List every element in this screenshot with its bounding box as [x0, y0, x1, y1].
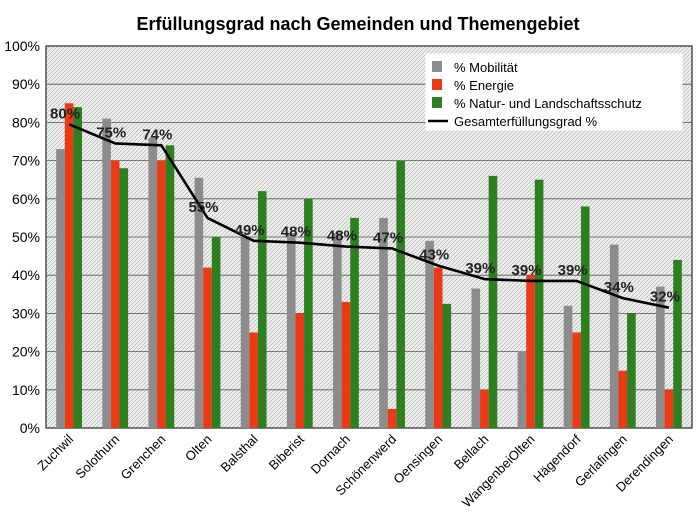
bar — [295, 313, 305, 428]
data-label: 39% — [558, 262, 588, 279]
y-tick-label: 40% — [12, 267, 40, 283]
bar — [627, 313, 636, 428]
data-label: 55% — [188, 199, 218, 216]
bar — [286, 233, 296, 428]
bar — [341, 301, 351, 428]
y-tick-label: 80% — [12, 114, 40, 130]
bar — [480, 389, 489, 428]
data-label: 47% — [373, 229, 403, 246]
bar — [64, 103, 74, 429]
category-label: Oensingen — [390, 432, 445, 487]
category-label: Grenchen — [118, 432, 169, 483]
y-tick-label: 60% — [12, 191, 40, 207]
chart-title: Erfüllungsgrad nach Gemeinden und Themen… — [136, 14, 579, 34]
bar — [350, 217, 359, 428]
bar — [203, 267, 212, 428]
data-label: 34% — [604, 279, 634, 296]
y-tick-label: 20% — [12, 344, 40, 360]
bar — [333, 233, 342, 428]
y-tick-label: 10% — [12, 382, 40, 398]
bar — [249, 332, 258, 428]
category-label: Biberist — [266, 431, 308, 473]
bar — [618, 370, 628, 428]
bar — [165, 145, 175, 428]
bar — [534, 179, 544, 428]
category-label: Zuchwil — [34, 431, 76, 473]
category-label: Balsthal — [217, 431, 260, 474]
bar — [425, 240, 434, 428]
bar — [240, 237, 250, 428]
y-tick-label: 30% — [12, 305, 40, 321]
bar — [609, 244, 619, 428]
bar — [157, 160, 166, 428]
y-tick-label: 50% — [12, 229, 40, 245]
bar — [526, 275, 535, 428]
category-label: Bellach — [451, 432, 492, 473]
y-tick-label: 100% — [4, 38, 40, 54]
bar — [211, 237, 221, 428]
legend-box — [425, 53, 683, 131]
bar — [580, 206, 590, 428]
bar — [442, 303, 452, 428]
data-label: 39% — [465, 260, 495, 277]
data-label: 48% — [281, 224, 311, 241]
legend-label: % Energie — [454, 78, 514, 93]
bar — [257, 191, 267, 428]
category-label: Olten — [182, 432, 215, 465]
category-label: Solothurn — [72, 432, 122, 482]
bar — [110, 160, 120, 428]
data-label: 49% — [235, 222, 265, 239]
bar — [304, 198, 313, 428]
bar — [194, 177, 204, 428]
total-line — [68, 123, 670, 309]
data-label: 74% — [142, 126, 172, 143]
bar — [433, 267, 443, 428]
bar — [119, 168, 129, 429]
legend: % Mobilität % Energie % Natur- und Landsch… — [425, 53, 683, 131]
legend-swatch — [432, 61, 442, 72]
y-tick-label: 0% — [20, 420, 40, 436]
bar — [664, 389, 674, 428]
bar — [563, 305, 573, 428]
bar — [488, 175, 498, 428]
bar — [517, 351, 527, 428]
bar — [673, 259, 682, 428]
data-label: 80% — [50, 105, 80, 122]
data-label: 48% — [327, 228, 357, 245]
bar — [148, 137, 158, 428]
legend-label: % Mobilität — [454, 60, 518, 75]
bar — [56, 149, 65, 428]
legend-swatch — [432, 79, 442, 90]
bar — [396, 160, 405, 428]
bar — [471, 288, 481, 428]
bar — [73, 107, 82, 429]
data-label: 75% — [96, 124, 126, 141]
category-label: Dornach — [308, 432, 353, 477]
legend-label: Gesamterfüllungsgrad % — [454, 114, 598, 129]
data-label: 32% — [650, 289, 680, 306]
bar — [387, 408, 397, 428]
data-label: 43% — [419, 247, 449, 264]
y-tick-label: 90% — [12, 76, 40, 92]
bar — [379, 217, 388, 428]
bar — [572, 332, 581, 428]
legend-swatch — [432, 97, 442, 108]
y-tick-label: 70% — [12, 153, 40, 169]
bar — [102, 118, 111, 428]
legend-label: % Natur- und Landschaftsschutz — [454, 96, 642, 111]
bar — [656, 286, 665, 428]
data-label: 39% — [511, 262, 541, 279]
